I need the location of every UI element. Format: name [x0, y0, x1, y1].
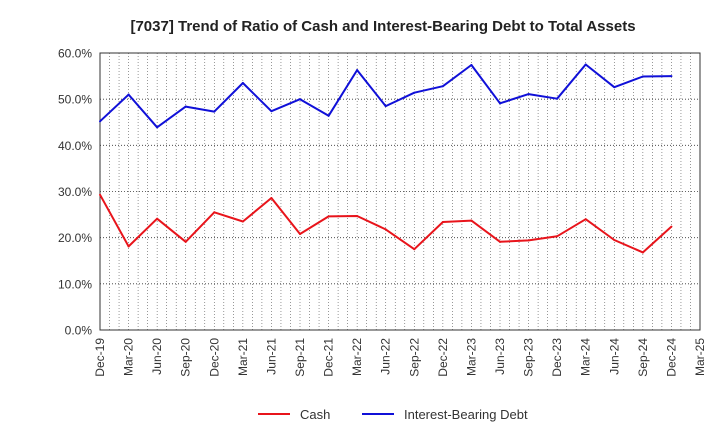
data-point: [156, 217, 159, 220]
data-point: [556, 97, 559, 100]
data-point: [327, 215, 330, 218]
y-tick-label: 20.0%: [58, 231, 92, 245]
data-point: [413, 91, 416, 94]
x-tick-label: Sep-21: [293, 338, 307, 377]
data-point: [299, 232, 301, 235]
x-tick-label: Dec-23: [550, 338, 564, 377]
horizontal-gridlines: [100, 98, 700, 285]
x-tick-label: Jun-20: [150, 338, 164, 375]
legend-item: Cash: [258, 407, 330, 422]
data-point: [184, 240, 187, 243]
y-axis: 0.0% 10.0% 20.0% 30.0% 40.0% 50.0% 60.0%: [58, 47, 92, 338]
legend-item: Interest-Bearing Debt: [362, 407, 528, 422]
x-tick-label: Sep-20: [179, 338, 193, 377]
series-layer: [99, 63, 673, 254]
data-point: [670, 75, 673, 78]
x-tick-label: Dec-19: [93, 338, 107, 377]
x-tick-label: Jun-21: [264, 338, 278, 375]
data-point: [613, 86, 616, 89]
data-point: [299, 98, 301, 101]
data-point: [127, 93, 130, 96]
data-point: [641, 75, 644, 78]
legend-label: Interest-Bearing Debt: [404, 407, 528, 422]
y-tick-label: 40.0%: [58, 139, 92, 153]
series-cash: [99, 193, 673, 254]
data-point: [327, 114, 330, 117]
y-tick-label: 60.0%: [58, 47, 92, 61]
data-point: [356, 214, 359, 217]
data-point: [184, 105, 187, 108]
x-tick-label: Mar-24: [579, 338, 593, 376]
data-point: [470, 219, 473, 222]
data-point: [241, 220, 244, 223]
x-tick-label: Mar-22: [350, 338, 364, 376]
x-tick-label: Mar-21: [236, 338, 250, 376]
x-tick-label: Jun-24: [607, 338, 621, 375]
y-tick-label: 30.0%: [58, 185, 92, 199]
data-point: [641, 251, 644, 254]
x-tick-label: Sep-23: [522, 338, 536, 377]
data-point: [384, 228, 387, 231]
y-tick-label: 10.0%: [58, 277, 92, 291]
y-tick-label: 50.0%: [58, 93, 92, 107]
x-tick-label: Sep-24: [636, 338, 650, 377]
data-point: [499, 240, 501, 243]
data-point: [384, 105, 387, 108]
x-tick-label: Mar-20: [122, 338, 136, 376]
data-point: [470, 64, 473, 67]
data-point: [413, 248, 416, 251]
x-tick-label: Mar-23: [464, 338, 478, 376]
chart-title: [7037] Trend of Ratio of Cash and Intere…: [130, 18, 635, 35]
data-point: [270, 110, 273, 113]
series-interest-bearing-debt: [99, 63, 673, 129]
data-point: [213, 110, 216, 113]
x-tick-label: Sep-22: [407, 338, 421, 377]
data-point: [613, 238, 616, 241]
x-axis: Dec-19 Mar-20 Jun-20 Sep-20 Dec-20 Mar-21 Jun-…: [93, 338, 707, 377]
data-point: [527, 239, 530, 242]
data-point: [527, 93, 530, 96]
legend-label: Cash: [300, 407, 330, 422]
data-point: [99, 193, 101, 196]
x-tick-label: Mar-25: [693, 338, 707, 376]
y-tick-label: 0.0%: [65, 324, 93, 338]
data-point: [270, 196, 273, 199]
data-point: [127, 245, 130, 248]
data-point: [241, 82, 244, 85]
x-tick-label: Jun-23: [493, 338, 507, 375]
x-tick-label: Dec-21: [322, 338, 336, 377]
x-tick-label: Dec-22: [436, 338, 450, 377]
plot-area-border: [99, 52, 701, 331]
data-point: [99, 120, 101, 123]
data-point: [441, 220, 444, 223]
data-point: [584, 218, 587, 221]
data-point: [356, 69, 359, 72]
data-point: [499, 102, 501, 105]
data-point: [156, 126, 159, 129]
legend: Cash Interest-Bearing Debt: [258, 407, 528, 422]
data-point: [441, 85, 444, 88]
data-point: [670, 225, 673, 228]
data-point: [556, 235, 559, 238]
data-point: [584, 63, 587, 66]
x-tick-label: Dec-20: [207, 338, 221, 377]
x-tick-label: Jun-22: [379, 338, 393, 375]
data-point: [213, 211, 216, 214]
x-tick-label: Dec-24: [664, 338, 678, 377]
